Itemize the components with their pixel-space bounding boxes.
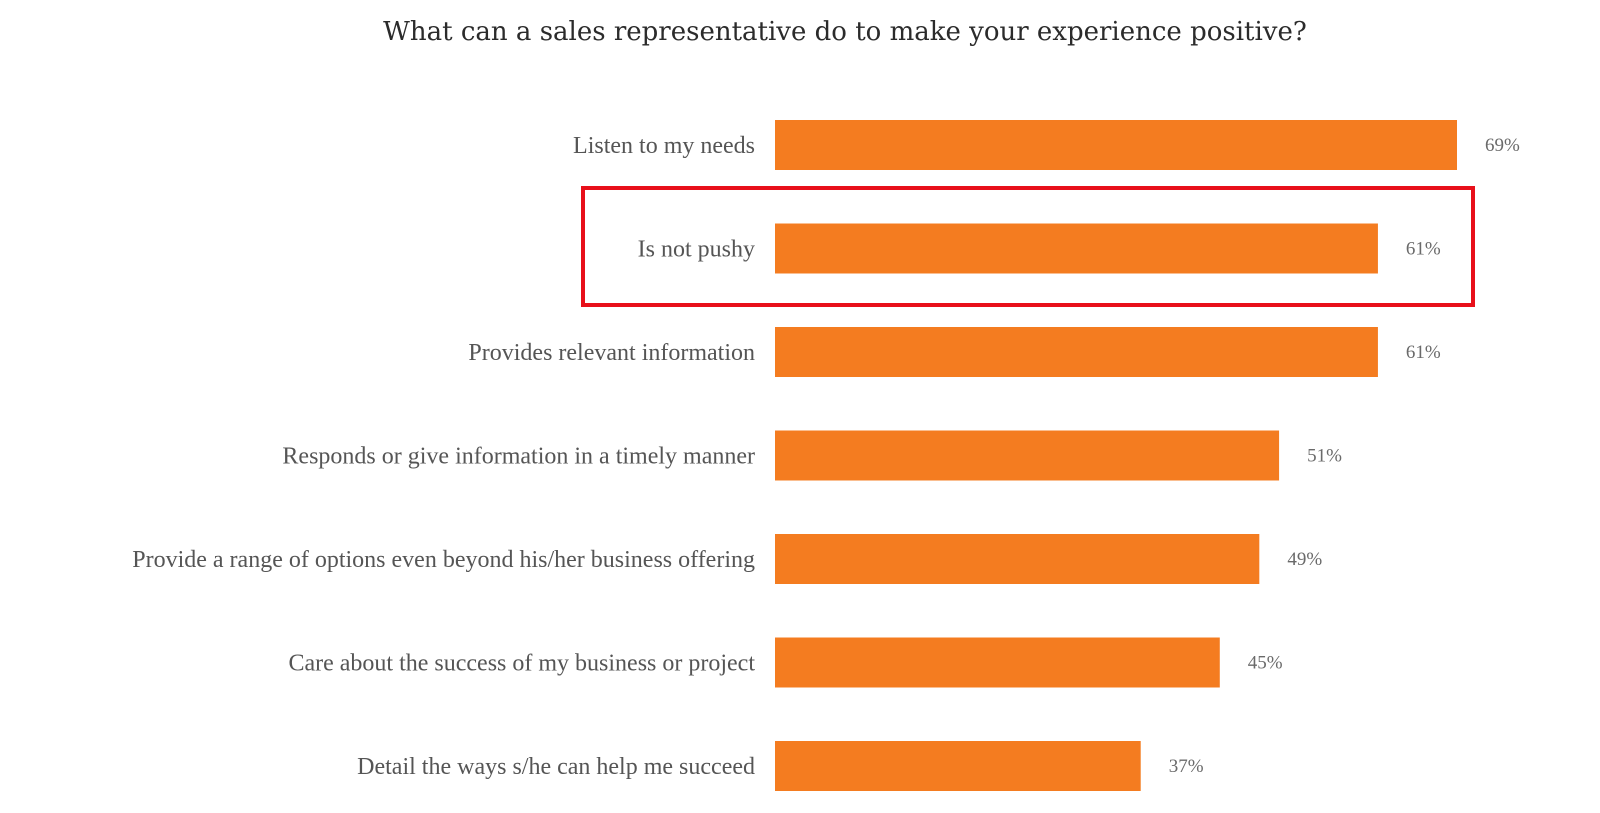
- category-label: Listen to my needs: [573, 133, 755, 159]
- bar: [775, 327, 1378, 377]
- bar: [775, 637, 1220, 688]
- highlight-box: [581, 186, 1475, 307]
- category-label: Provide a range of options even beyond h…: [132, 547, 755, 573]
- value-label: 61%: [1406, 342, 1441, 363]
- category-label: Detail the ways s/he can help me succeed: [357, 754, 755, 780]
- bar: [775, 430, 1280, 481]
- category-label: Provides relevant information: [468, 340, 755, 366]
- value-labels-group: 69% 61% 61% 51% 49% 45% 37%: [1169, 135, 1520, 777]
- bars-group: [775, 120, 1457, 791]
- category-label: Care about the success of my business or…: [288, 651, 755, 677]
- value-label: 49%: [1287, 549, 1322, 570]
- bar: [775, 534, 1260, 584]
- bar: [775, 223, 1378, 274]
- chart-title: What can a sales representative do to ma…: [383, 17, 1307, 47]
- category-label: Responds or give information in a timely…: [282, 444, 755, 470]
- category-label: Is not pushy: [638, 237, 755, 263]
- value-label: 61%: [1406, 239, 1441, 260]
- bar: [775, 120, 1457, 170]
- value-label: 37%: [1169, 756, 1204, 777]
- category-labels-group: Listen to my needs Is not pushy Provides r…: [132, 133, 755, 780]
- value-label: 51%: [1307, 446, 1342, 467]
- value-label: 45%: [1248, 653, 1283, 674]
- bar: [775, 741, 1141, 791]
- value-label: 69%: [1485, 135, 1520, 156]
